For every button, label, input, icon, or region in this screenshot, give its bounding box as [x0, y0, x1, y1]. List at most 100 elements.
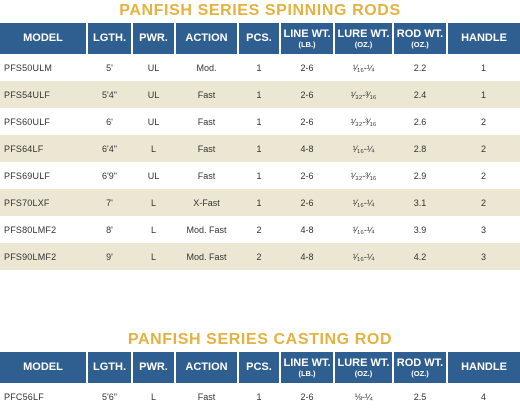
cell-length: 5' — [87, 54, 132, 81]
table-row: PFS69ULF 6'9" UL Fast 1 2-6 ¹⁄₃₂-³⁄₁₆ 2.9 2 — [0, 162, 520, 189]
cell-power: UL — [132, 108, 175, 135]
casting-section-title: PANFISH SERIES CASTING ROD — [127, 331, 393, 348]
cell-power: L — [132, 243, 175, 270]
col-header-model: MODEL — [0, 23, 87, 54]
cell-lure-weight: ⅛-¼ — [334, 383, 393, 410]
cell-rod-weight: 3.1 — [393, 189, 447, 216]
cell-length: 5'6" — [87, 383, 132, 410]
cell-action: Fast — [175, 135, 238, 162]
table-row: PFS70LXF 7' L X-Fast 1 2-6 ¹⁄₁₆-¼ 3.1 2 — [0, 189, 520, 216]
cell-line-weight: 4-8 — [280, 243, 334, 270]
cell-length: 6'9" — [87, 162, 132, 189]
col-header-line-weight: LINE WT. (LB.) — [279, 23, 334, 54]
cell-model: PFS50ULM — [0, 54, 87, 81]
col-header-pieces: PCS. — [237, 352, 280, 383]
cell-pieces: 1 — [238, 54, 280, 81]
cell-handle: 3 — [447, 243, 520, 270]
cell-lure-weight: ¹⁄₃₂-³⁄₁₆ — [334, 162, 393, 189]
cell-model: PFS54ULF — [0, 81, 87, 108]
col-header-rod-weight: ROD WT. (OZ.) — [392, 352, 447, 383]
cell-action: Fast — [175, 383, 238, 410]
cell-handle: 2 — [447, 189, 520, 216]
cell-action: Fast — [175, 81, 238, 108]
table-row: PFS60ULF 6' UL Fast 1 2-6 ¹⁄₃₂-³⁄₁₆ 2.6 2 — [0, 108, 520, 135]
spinning-rods-table: MODEL LGTH. PWR. ACTION PCS. LINE WT. (LB… — [0, 23, 520, 270]
cell-handle: 3 — [447, 216, 520, 243]
cell-handle: 1 — [447, 54, 520, 81]
cell-handle: 4 — [447, 383, 520, 410]
cell-length: 7' — [87, 189, 132, 216]
cell-length: 8' — [87, 216, 132, 243]
cell-line-weight: 2-6 — [280, 383, 334, 410]
col-header-action: ACTION — [174, 352, 238, 383]
cell-model: PFS90LMF2 — [0, 243, 87, 270]
cell-rod-weight: 2.4 — [393, 81, 447, 108]
table-row: PFS90LMF2 9' L Mod. Fast 2 4-8 ¹⁄₁₆-¼ 4.2 3 — [0, 243, 520, 270]
col-header-length: LGTH. — [86, 352, 132, 383]
cell-line-weight: 2-6 — [280, 81, 334, 108]
cell-line-weight: 2-6 — [280, 189, 334, 216]
table-row: PFS54ULF 5'4" UL Fast 1 2-6 ¹⁄₃₂-³⁄₁₆ 2.4 1 — [0, 81, 520, 108]
cell-lure-weight: ¹⁄₃₂-³⁄₁₆ — [334, 81, 393, 108]
cell-length: 9' — [87, 243, 132, 270]
cell-pieces: 1 — [238, 383, 280, 410]
cell-length: 6' — [87, 108, 132, 135]
cell-line-weight: 4-8 — [280, 135, 334, 162]
cell-action: X-Fast — [175, 189, 238, 216]
cell-length: 6'4" — [87, 135, 132, 162]
cell-power: L — [132, 189, 175, 216]
col-header-action: ACTION — [174, 23, 238, 54]
cell-lure-weight: ¹⁄₁₆-¼ — [334, 54, 393, 81]
cell-power: UL — [132, 81, 175, 108]
cell-handle: 2 — [447, 108, 520, 135]
table-header-row: MODEL LGTH. PWR. ACTION PCS. LINE WT. (LB… — [0, 352, 520, 383]
cell-model: PFS60ULF — [0, 108, 87, 135]
cell-line-weight: 4-8 — [280, 216, 334, 243]
cell-power: L — [132, 216, 175, 243]
cell-lure-weight: ¹⁄₁₆-¼ — [334, 216, 393, 243]
table-row: PFC56LF 5'6" L Fast 1 2-6 ⅛-¼ 2.5 4 — [0, 383, 520, 410]
col-header-handle: HANDLE — [446, 352, 520, 383]
cell-pieces: 2 — [238, 216, 280, 243]
casting-rods-table: MODEL LGTH. PWR. ACTION PCS. LINE WT. (LB… — [0, 352, 520, 410]
cell-power: L — [132, 383, 175, 410]
col-header-rod-weight: ROD WT. (OZ.) — [392, 23, 447, 54]
cell-pieces: 1 — [238, 135, 280, 162]
cell-pieces: 1 — [238, 108, 280, 135]
cell-rod-weight: 2.8 — [393, 135, 447, 162]
cell-power: UL — [132, 54, 175, 81]
cell-action: Fast — [175, 108, 238, 135]
col-header-lure-weight: LURE WT. (OZ.) — [333, 352, 393, 383]
table-row: PFS50ULM 5' UL Mod. 1 2-6 ¹⁄₁₆-¼ 2.2 1 — [0, 54, 520, 81]
table-row: PFS80LMF2 8' L Mod. Fast 2 4-8 ¹⁄₁₆-¼ 3.9 3 — [0, 216, 520, 243]
cell-rod-weight: 2.2 — [393, 54, 447, 81]
cell-rod-weight: 3.9 — [393, 216, 447, 243]
cell-power: L — [132, 135, 175, 162]
cell-lure-weight: ¹⁄₃₂-³⁄₁₆ — [334, 108, 393, 135]
cell-handle: 1 — [447, 81, 520, 108]
cell-lure-weight: ¹⁄₁₆-¼ — [334, 243, 393, 270]
col-header-power: PWR. — [131, 352, 175, 383]
cell-length: 5'4" — [87, 81, 132, 108]
table-row: PFS64LF 6'4" L Fast 1 4-8 ¹⁄₁₆-¼ 2.8 2 — [0, 135, 520, 162]
col-header-line-weight: LINE WT. (LB.) — [279, 352, 334, 383]
cell-model: PFS64LF — [0, 135, 87, 162]
cell-model: PFS70LXF — [0, 189, 87, 216]
cell-pieces: 1 — [238, 189, 280, 216]
cell-model: PFC56LF — [0, 383, 87, 410]
cell-model: PFS69ULF — [0, 162, 87, 189]
cell-pieces: 1 — [238, 162, 280, 189]
col-header-lure-weight: LURE WT. (OZ.) — [333, 23, 393, 54]
cell-handle: 2 — [447, 162, 520, 189]
cell-rod-weight: 2.5 — [393, 383, 447, 410]
cell-model: PFS80LMF2 — [0, 216, 87, 243]
col-header-model: MODEL — [0, 352, 87, 383]
cell-line-weight: 2-6 — [280, 108, 334, 135]
spinning-section-title: PANFISH SERIES SPINNING RODS — [119, 2, 401, 19]
cell-line-weight: 2-6 — [280, 54, 334, 81]
cell-rod-weight: 4.2 — [393, 243, 447, 270]
cell-pieces: 1 — [238, 81, 280, 108]
cell-action: Mod. Fast — [175, 243, 238, 270]
cell-pieces: 2 — [238, 243, 280, 270]
cell-action: Mod. — [175, 54, 238, 81]
